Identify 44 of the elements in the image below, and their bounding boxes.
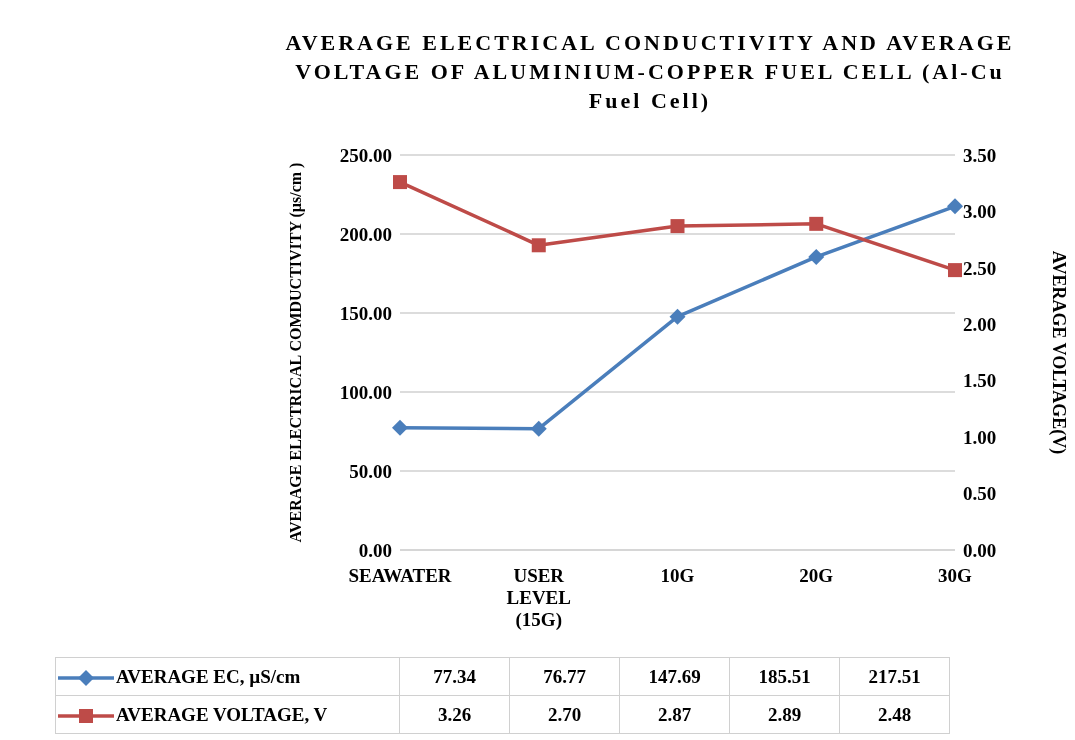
y2-tick-label: 3.50 bbox=[963, 144, 997, 166]
y-tick-label: 50.00 bbox=[349, 460, 392, 482]
x-tick-label: 30G bbox=[938, 565, 973, 586]
point bbox=[808, 248, 825, 265]
x-tick-label: 20G bbox=[799, 565, 834, 586]
point bbox=[530, 420, 547, 437]
point bbox=[392, 419, 408, 436]
point bbox=[531, 238, 546, 253]
point bbox=[809, 216, 824, 231]
y2-tick-label: 3.00 bbox=[963, 201, 997, 223]
data-label: 76.77 bbox=[509, 657, 620, 696]
data-label: 185.51 bbox=[729, 657, 840, 696]
data-label: 2.87 bbox=[619, 695, 730, 734]
y2-tick-label: 0.50 bbox=[963, 483, 997, 505]
x-tick-label: 10G bbox=[660, 565, 695, 586]
legend-label: AVERAGE VOLTAGE, V bbox=[116, 703, 328, 725]
y2-tick-label: 2.00 bbox=[963, 314, 997, 336]
y2-tick-label: 1.50 bbox=[963, 370, 997, 392]
y-tick-label: 0.00 bbox=[358, 539, 392, 561]
data-label: 77.34 bbox=[399, 657, 510, 696]
y2-tick-label: 1.00 bbox=[963, 426, 997, 448]
point bbox=[669, 308, 686, 325]
y-tick-label: 250.00 bbox=[339, 144, 392, 166]
y2-tick-label: 0.00 bbox=[963, 539, 997, 561]
y-tick-label: 200.00 bbox=[339, 223, 392, 245]
y-tick-label: 150.00 bbox=[339, 302, 392, 324]
x-tick-label: USER LEVEL (15G) bbox=[506, 565, 571, 631]
data-label: 2.89 bbox=[729, 695, 840, 734]
y-tick-label: 100.00 bbox=[339, 381, 392, 403]
legend-label: AVERAGE EC, µS/cm bbox=[116, 665, 301, 687]
data-label: 3.26 bbox=[399, 695, 510, 734]
point bbox=[948, 263, 962, 278]
y-axis-title: AVERAGE ELECTRICAL COMDUCTIVITY (µs/cm ) bbox=[286, 162, 305, 543]
data-label: 2.70 bbox=[509, 695, 620, 734]
point bbox=[670, 219, 685, 234]
data-label: 217.51 bbox=[839, 657, 950, 696]
chart-title: AVERAGE ELECTRICAL CONDUCTIVITY AND AVERAGE VOLTAGE OF ALUMINIUM-COPPER FUEL CELL (Al-Cu Fuel Cell) bbox=[284, 29, 1016, 115]
y2-axis-title: AVERAGE VOLTAGE(V) bbox=[1047, 250, 1069, 455]
data-label: 147.69 bbox=[619, 657, 730, 696]
point bbox=[393, 175, 407, 190]
data-label: 2.48 bbox=[839, 695, 950, 734]
x-tick-label: SEAWATER bbox=[348, 565, 452, 586]
point bbox=[947, 198, 963, 215]
y2-tick-label: 2.50 bbox=[963, 257, 997, 279]
